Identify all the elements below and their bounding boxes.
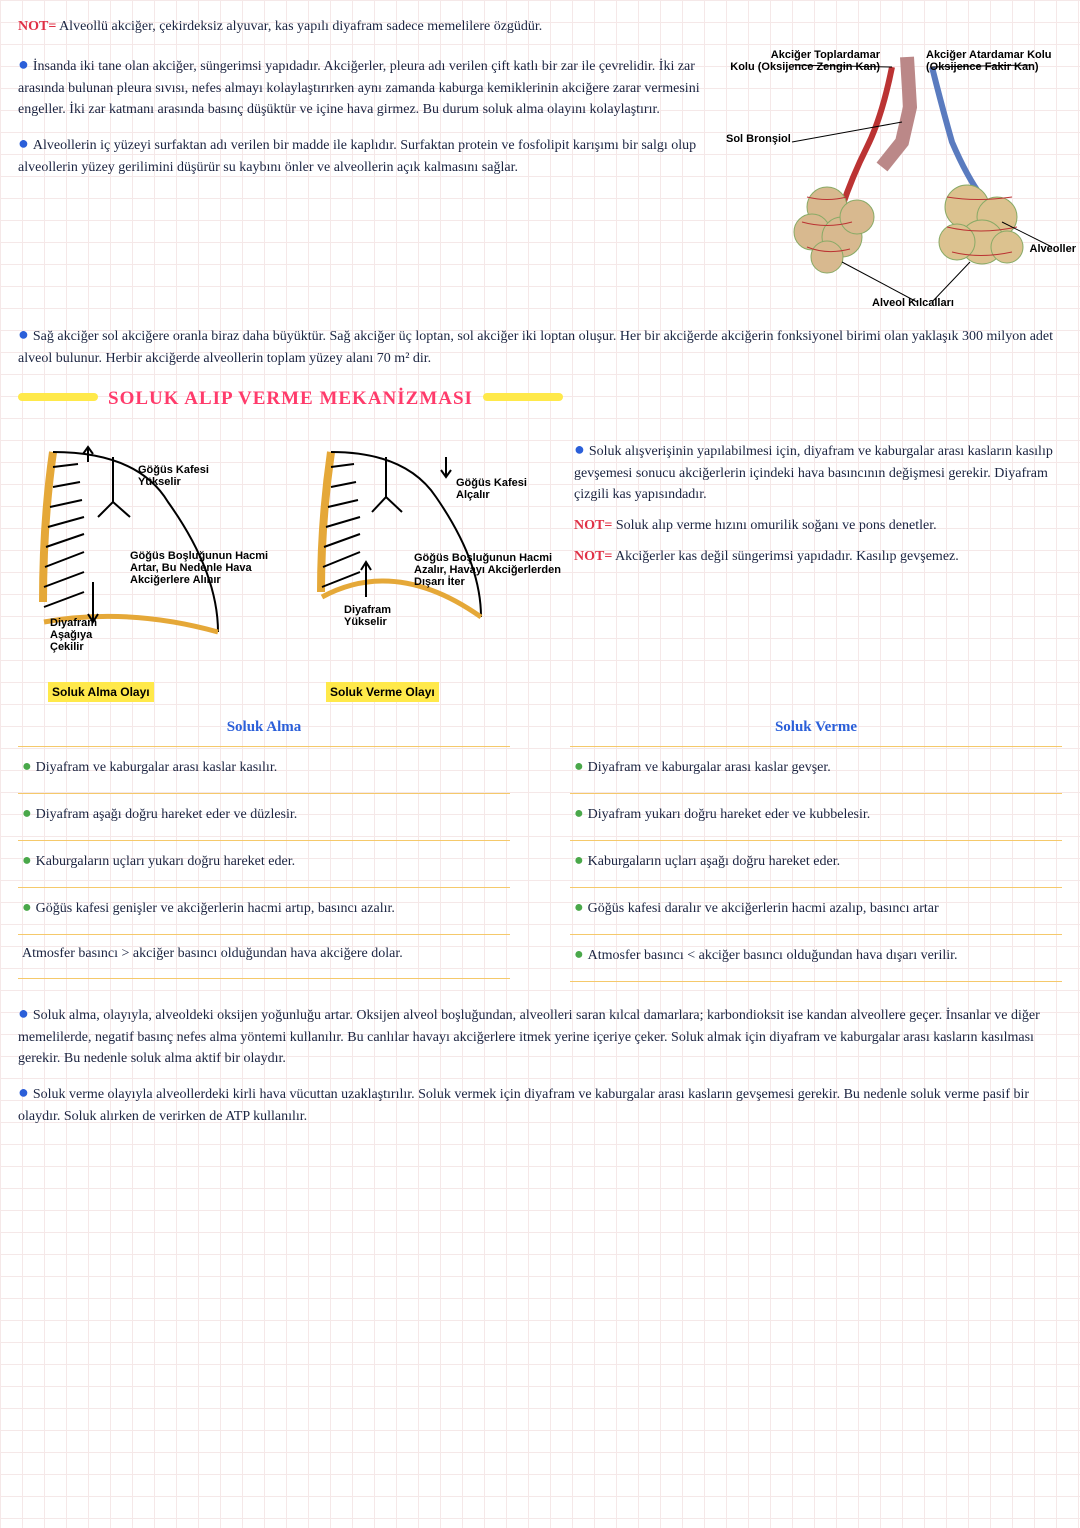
col-exhale: Soluk Verme ●Diyafram ve kaburgalar aras… [570,716,1062,983]
dot-icon: ● [574,758,584,775]
dot-icon: ● [22,899,32,916]
list-item: ●Atmosfer basıncı < akciğer basıncı oldu… [570,934,1062,982]
note-line: NOT= Alveollü akciğer, çekirdeksiz alyuv… [18,16,1062,37]
note-prefix: NOT= [18,19,56,34]
lbl-inhale-c: DiyaframAşağıyaÇekilir [50,617,97,653]
exhale-diagram: Göğüs KafesiAlçalır Göğüs Boşluğunun Hac… [296,422,566,702]
top-row: ●İnsanda iki tane olan akciğer, süngerim… [18,47,1062,317]
bottom-section: ●Soluk alma, olayıyla, alveoldeki oksije… [18,1000,1062,1127]
note-text: Alveollü akciğer, çekirdeksiz alyuvar, k… [59,19,542,34]
lbl-inhale-b: Göğüs Boşluğunun HacmiArtar, Bu Nedenle … [130,550,280,586]
inhale-diagram: Göğüs KafesiYükselir Göğüs Boşluğunun Ha… [18,422,288,702]
section-title: SOLUK ALIP VERME MEKANİZMASI [108,385,473,414]
bullet-icon: ● [18,1003,29,1023]
bullet-icon: ● [18,133,29,153]
list-item: ●Göğüs kafesi genişler ve akciğerlerin h… [18,887,510,934]
p1: ●İnsanda iki tane olan akciğer, süngerim… [18,51,720,120]
mechanism-notes: ●Soluk alışverişinin yapılabilmesi için,… [574,422,1062,702]
dot-icon: ● [574,852,584,869]
lbl-inhale-a: Göğüs KafesiYükselir [138,464,209,488]
alveol-svg [732,47,1062,317]
p2: ●Alveollerin iç yüzeyi surfaktan adı ver… [18,130,720,178]
list-item: ●Diyafram ve kaburgalar arası kaslar kas… [18,746,510,793]
lbl-exhale-a: Göğüs KafesiAlçalır [456,477,527,501]
alveol-diagram: Akciğer ToplardamarKolu (Oksijence Zengi… [732,47,1062,317]
exhale-caption: Soluk Verme Olayı [326,682,439,702]
top-text: ●İnsanda iki tane olan akciğer, süngerim… [18,47,720,317]
col-inhale: Soluk Alma ●Diyafram ve kaburgalar arası… [18,716,510,983]
lbl-exhale-c: DiyaframYükselir [344,604,391,628]
bullet-icon: ● [18,54,29,74]
r2: NOT= Soluk alıp verme hızını omurilik so… [574,515,1062,536]
lbl-artery: Akciğer Atardamar Kolu(Oksijence Fakir K… [926,49,1066,73]
lbl-kilcal: Alveol Kılcalları [872,297,954,309]
lbl-bronsiol: Sol Bronşiol [726,133,791,145]
b1: ●Soluk alma, olayıyla, alveoldeki oksije… [18,1000,1062,1069]
col-title-inhale: Soluk Alma [18,716,510,739]
list-item: ●Diyafram yukarı doğru hareket eder ve k… [570,793,1062,840]
b2: ●Soluk verme olayıyla alveollerdeki kirl… [18,1079,1062,1127]
list-item: ●Kaburgaların uçları aşağı doğru hareket… [570,840,1062,887]
r1: ●Soluk alışverişinin yapılabilmesi için,… [574,436,1062,505]
r3: NOT= Akciğerler kas değil süngerimsi yap… [574,546,1062,567]
compare-table: Soluk Alma ●Diyafram ve kaburgalar arası… [18,716,1062,983]
bullet-icon: ● [18,324,29,344]
dot-icon: ● [574,805,584,822]
p3: ●Sağ akciğer sol akciğere oranla biraz d… [18,321,1062,369]
bullet-icon: ● [18,1082,29,1102]
dot-icon: ● [574,946,584,963]
mechanism-row: Göğüs KafesiYükselir Göğüs Boşluğunun Ha… [18,422,1062,702]
list-item: ●Göğüs kafesi daralır ve akciğerlerin ha… [570,887,1062,934]
list-item: ●Diyafram ve kaburgalar arası kaslar gev… [570,746,1062,793]
dot-icon: ● [574,899,584,916]
list-item: Atmosfer basıncı > akciğer basıncı olduğ… [18,934,510,979]
lbl-exhale-b: Göğüs Boşluğunun HacmiAzalır, Havayı Akc… [414,552,569,588]
col-title-exhale: Soluk Verme [570,716,1062,739]
list-item: ●Diyafram aşağı doğru hareket eder ve dü… [18,793,510,840]
dot-icon: ● [22,805,32,822]
dot-icon: ● [22,852,32,869]
inhale-caption: Soluk Alma Olayı [48,682,154,702]
dot-icon: ● [22,758,32,775]
list-item: ●Kaburgaların uçları yukarı doğru hareke… [18,840,510,887]
lbl-vein: Akciğer ToplardamarKolu (Oksijence Zengi… [730,49,880,73]
lbl-alveoller: Alveoller [1030,243,1076,255]
bullet-icon: ● [574,439,585,459]
